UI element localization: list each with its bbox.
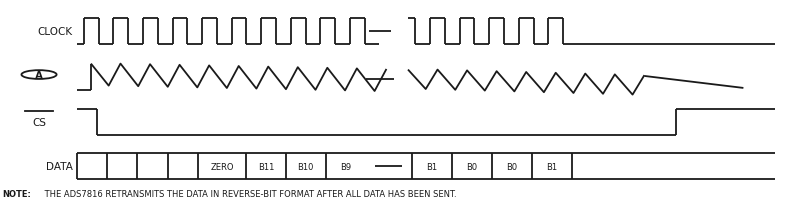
Text: A: A [35,70,43,80]
Text: B1: B1 [426,162,438,171]
Text: B10: B10 [298,162,314,171]
Text: CS: CS [32,118,46,128]
Text: B0: B0 [466,162,478,171]
Text: NOTE:: NOTE: [2,189,31,198]
Text: ZERO: ZERO [210,162,234,171]
Text: CLOCK: CLOCK [38,27,73,36]
Text: B9: B9 [340,162,351,171]
Text: B1: B1 [546,162,558,171]
Text: B11: B11 [258,162,274,171]
Text: DATA: DATA [46,162,73,172]
Text: THE ADS7816 RETRANSMITS THE DATA IN REVERSE-BIT FORMAT AFTER ALL DATA HAS BEEN S: THE ADS7816 RETRANSMITS THE DATA IN REVE… [42,189,457,198]
Text: B0: B0 [506,162,518,171]
